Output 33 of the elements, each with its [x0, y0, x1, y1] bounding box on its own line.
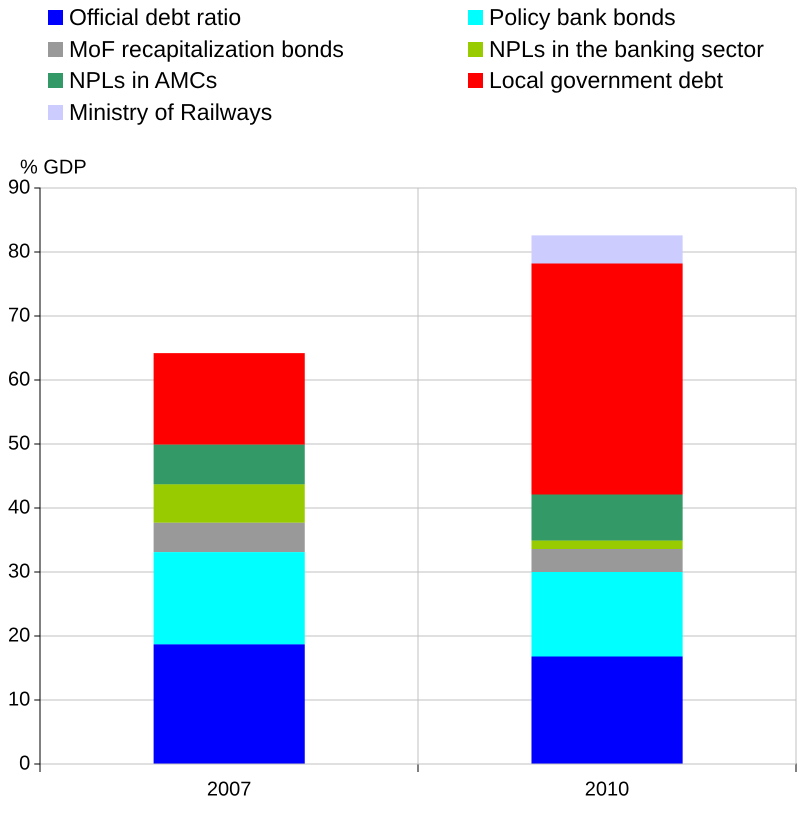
bar — [531, 656, 683, 764]
bar — [154, 444, 305, 484]
bar — [154, 522, 305, 552]
bar — [154, 552, 305, 644]
bar — [531, 494, 683, 541]
y-tick-label: 60 — [8, 368, 30, 391]
legend-label: Local government debt — [489, 67, 723, 94]
y-tick-label: 0 — [19, 752, 30, 775]
y-tick-label: 70 — [8, 304, 30, 327]
x-tick-label: 2010 — [584, 778, 630, 801]
y-tick-label: 10 — [8, 688, 30, 711]
y-axis-title: % GDP — [20, 156, 87, 179]
y-tick-label: 40 — [8, 496, 30, 519]
x-tick-label: 2007 — [206, 778, 252, 801]
legend-label: MoF recapitalization bonds — [69, 36, 344, 62]
bar — [531, 540, 683, 549]
legend-label: NPLs in the banking sector — [489, 36, 764, 62]
bar — [531, 264, 683, 495]
legend-label: Policy bank bonds — [489, 4, 676, 31]
y-tick-label: 90 — [8, 176, 30, 199]
bar — [531, 572, 683, 656]
bar — [154, 644, 305, 764]
legend-label: Official debt ratio — [69, 4, 242, 31]
y-tick-label: 30 — [8, 560, 30, 583]
y-tick-label: 20 — [8, 624, 30, 647]
y-tick-label: 50 — [8, 432, 30, 455]
legend-label: Ministry of Railways — [69, 98, 272, 126]
bar — [154, 353, 305, 445]
y-tick-label: 80 — [8, 240, 30, 263]
bar — [531, 548, 683, 572]
bar — [531, 235, 683, 264]
legend-label: NPLs in AMCs — [69, 67, 218, 94]
bar — [154, 484, 305, 523]
